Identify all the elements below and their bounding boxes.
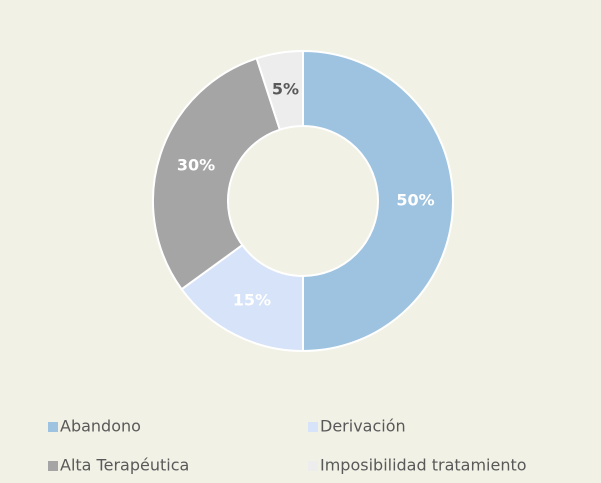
legend-label: Imposibilidad tratamiento — [320, 456, 527, 475]
slice — [152, 57, 282, 291]
data-label: 50% — [396, 191, 434, 210]
legend-swatch — [48, 461, 58, 471]
legend-label: Abandono — [60, 417, 141, 436]
legend-label: Alta Terapéutica — [60, 456, 189, 475]
data-label: 30% — [177, 156, 215, 175]
slice — [255, 49, 304, 131]
legend-swatch — [48, 422, 58, 432]
data-label: 5% — [272, 79, 299, 98]
legend-label: Derivación — [320, 417, 406, 436]
legend-swatch — [308, 422, 318, 432]
legend-swatch — [308, 461, 318, 471]
data-label: 15% — [233, 291, 271, 310]
slice — [302, 49, 454, 353]
